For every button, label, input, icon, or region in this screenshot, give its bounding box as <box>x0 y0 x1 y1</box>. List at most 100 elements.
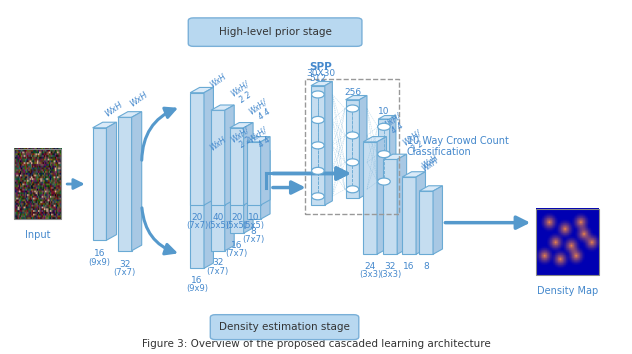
Circle shape <box>346 159 359 166</box>
Circle shape <box>312 193 324 200</box>
Bar <box>305 79 399 214</box>
Polygon shape <box>360 96 367 198</box>
Polygon shape <box>246 151 270 156</box>
Text: (7x7): (7x7) <box>207 267 229 275</box>
Text: (9x9): (9x9) <box>88 258 111 267</box>
Circle shape <box>378 151 390 158</box>
Polygon shape <box>389 115 396 189</box>
Polygon shape <box>363 142 377 254</box>
Text: (7x7): (7x7) <box>243 235 265 244</box>
Text: 16: 16 <box>231 241 243 250</box>
Polygon shape <box>230 151 253 156</box>
Polygon shape <box>419 186 442 191</box>
Text: 512: 512 <box>309 74 327 83</box>
Polygon shape <box>433 186 442 254</box>
Text: 40: 40 <box>212 213 224 222</box>
Text: WxH/
2 2: WxH/ 2 2 <box>229 125 257 153</box>
Polygon shape <box>211 110 225 205</box>
Polygon shape <box>190 156 204 268</box>
Text: 8: 8 <box>423 262 429 271</box>
Polygon shape <box>131 112 142 251</box>
Polygon shape <box>106 122 116 240</box>
Text: 16: 16 <box>94 249 106 258</box>
Text: WxH/
2 2: WxH/ 2 2 <box>401 129 428 156</box>
Text: 20: 20 <box>231 213 243 222</box>
Polygon shape <box>260 151 270 219</box>
Polygon shape <box>379 115 396 119</box>
Circle shape <box>378 178 390 185</box>
Bar <box>536 209 599 275</box>
Circle shape <box>312 91 324 98</box>
Circle shape <box>378 123 390 130</box>
Circle shape <box>312 167 324 175</box>
Text: (7x7): (7x7) <box>186 221 208 230</box>
Polygon shape <box>118 117 131 251</box>
Polygon shape <box>397 154 406 254</box>
Polygon shape <box>211 156 225 251</box>
Text: 32: 32 <box>212 258 224 268</box>
Polygon shape <box>204 151 214 268</box>
Polygon shape <box>346 100 360 198</box>
Polygon shape <box>93 122 116 128</box>
Text: 30X30: 30X30 <box>307 69 336 78</box>
Text: SPP: SPP <box>310 62 332 72</box>
Text: (5x5): (5x5) <box>226 221 248 230</box>
Polygon shape <box>384 159 397 254</box>
Text: WxH/
2 2: WxH/ 2 2 <box>229 79 257 107</box>
Text: WxH: WxH <box>420 153 439 171</box>
Polygon shape <box>244 122 253 205</box>
Circle shape <box>346 105 359 112</box>
Polygon shape <box>246 156 260 219</box>
Text: 32: 32 <box>119 259 130 269</box>
Polygon shape <box>246 137 270 142</box>
Text: (7x7): (7x7) <box>226 249 248 258</box>
Text: (3x3): (3x3) <box>379 270 401 279</box>
Text: Density Map: Density Map <box>537 286 599 296</box>
Polygon shape <box>311 86 325 205</box>
Text: (5x5): (5x5) <box>243 221 265 230</box>
Polygon shape <box>384 154 406 159</box>
Polygon shape <box>325 81 332 205</box>
Polygon shape <box>346 96 367 100</box>
Text: WxH: WxH <box>208 135 228 153</box>
Polygon shape <box>211 151 234 156</box>
Polygon shape <box>190 87 214 93</box>
Text: WxH: WxH <box>128 90 149 109</box>
Text: Input: Input <box>25 230 51 240</box>
Polygon shape <box>377 137 387 254</box>
Polygon shape <box>363 137 387 142</box>
Circle shape <box>346 132 359 139</box>
Polygon shape <box>230 156 244 233</box>
Text: (3x3): (3x3) <box>359 270 381 279</box>
Text: 32: 32 <box>384 262 396 271</box>
Polygon shape <box>402 177 416 254</box>
Polygon shape <box>211 105 234 110</box>
Polygon shape <box>93 128 106 240</box>
Polygon shape <box>225 105 234 205</box>
Circle shape <box>312 116 324 124</box>
Circle shape <box>346 186 359 193</box>
Text: WxH: WxH <box>208 72 228 89</box>
Text: (5x5): (5x5) <box>207 221 229 230</box>
Text: 10: 10 <box>248 213 260 222</box>
Text: WxH: WxH <box>102 101 124 119</box>
Text: 8: 8 <box>251 227 257 236</box>
Polygon shape <box>225 151 234 251</box>
Text: (9x9): (9x9) <box>186 284 208 293</box>
FancyBboxPatch shape <box>188 18 362 46</box>
Text: 16: 16 <box>191 276 203 285</box>
Text: WxH/
4 4: WxH/ 4 4 <box>247 125 275 153</box>
Text: WxH/
4 4: WxH/ 4 4 <box>381 111 409 138</box>
Polygon shape <box>416 172 425 254</box>
Text: 10 Way Crowd Count
Classification: 10 Way Crowd Count Classification <box>406 136 509 158</box>
Polygon shape <box>246 142 260 205</box>
Text: 24: 24 <box>365 262 376 271</box>
Text: Density estimation stage: Density estimation stage <box>219 322 350 332</box>
Polygon shape <box>190 151 214 156</box>
Text: 16: 16 <box>403 262 415 271</box>
Text: 256: 256 <box>344 88 361 97</box>
Polygon shape <box>419 191 433 254</box>
Text: WxH: WxH <box>420 156 439 173</box>
Bar <box>14 149 61 219</box>
Polygon shape <box>311 81 332 86</box>
